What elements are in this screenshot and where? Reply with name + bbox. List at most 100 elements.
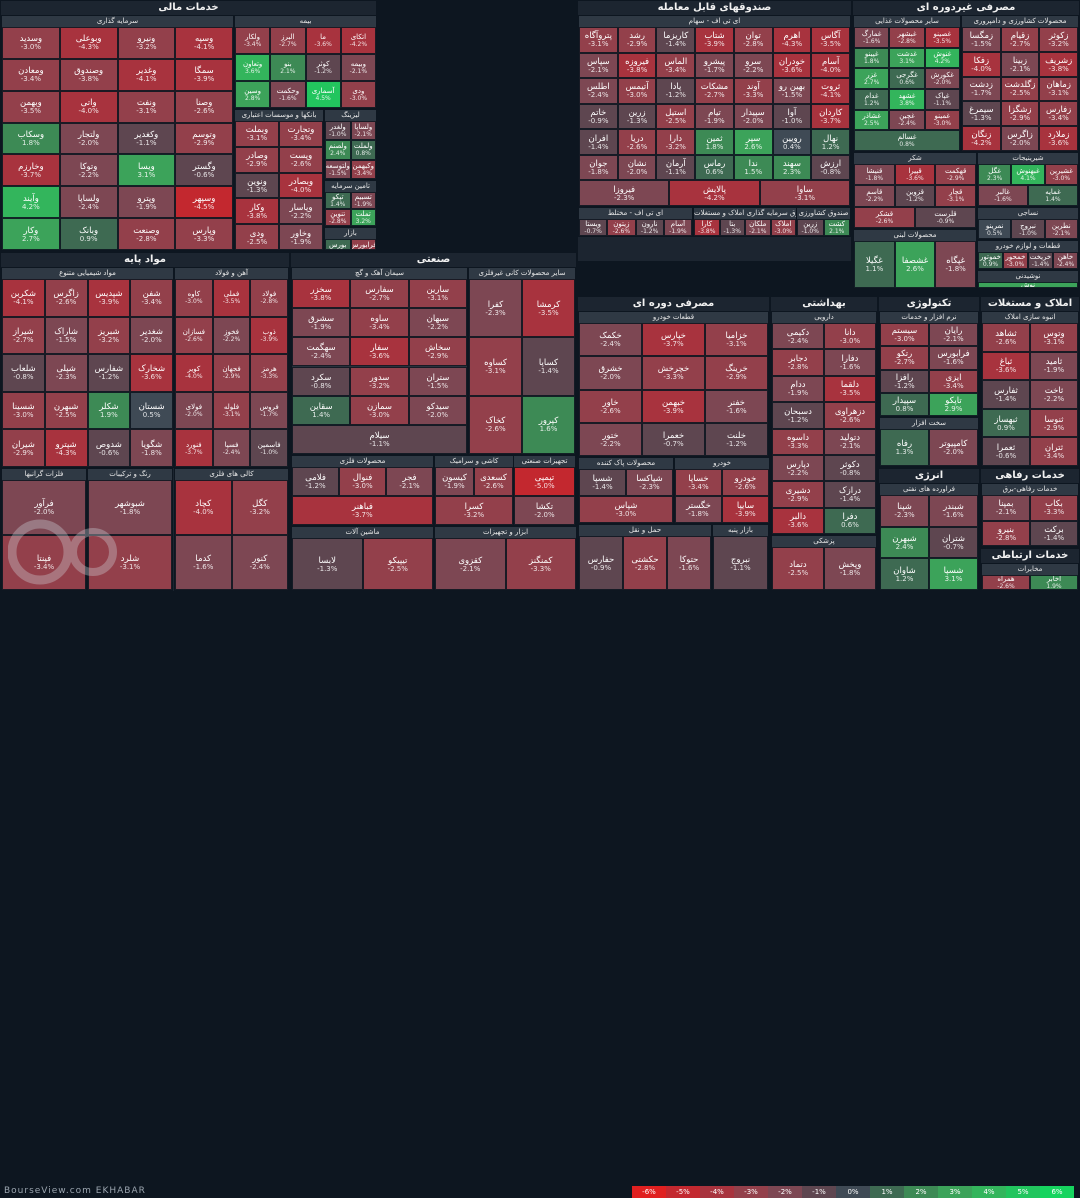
sector-cyclical[interactable]: مصرفی دوره ای قطعات خودرو خزامیا -3.1% خپارس… <box>577 296 770 592</box>
stock-tile[interactable]: تکشا -2.0% <box>514 496 575 525</box>
stock-tile[interactable]: رفاه 1.3% <box>880 429 929 466</box>
sector-realestate[interactable]: املاک و مستغلات انبوه سازی املاک وتوس -3.1%… <box>980 296 1080 468</box>
stock-tile[interactable]: وسپه -4.1% <box>175 27 233 59</box>
stock-tile[interactable]: رشد -2.9% <box>617 27 657 53</box>
industry-group[interactable]: صندوق سرمایه گذاری املاک و مستغلاتاملاک-… <box>693 207 797 237</box>
stock-tile[interactable]: خودرو -2.6% <box>722 469 769 496</box>
industry-group[interactable]: شیرینیجات غشیرین -3.0% غبهنوش 4.1% غگل 2.3% غما… <box>977 152 1079 207</box>
stock-tile[interactable]: وخارزم -3.7% <box>2 154 60 187</box>
stock-tile[interactable]: کچاد -4.0% <box>175 480 232 535</box>
stock-tile[interactable]: قزوین -1.2% <box>894 185 936 207</box>
industry-group[interactable]: کالی های فلزی کگل -3.2% کچاد -4.0% کنور -2.4% ک… <box>174 468 289 591</box>
stock-tile[interactable]: آرمان -1.1% <box>656 154 696 181</box>
stock-tile[interactable]: خبهمن -3.9% <box>642 389 705 423</box>
stock-tile[interactable]: کقزوی -2.1% <box>435 538 506 590</box>
stock-tile[interactable]: وتوسم -2.9% <box>175 122 233 155</box>
industry-group[interactable]: بازار فرابورس بورس <box>324 227 376 251</box>
sector-tech[interactable]: تکنولوژی نرم افزار و خدمات رایان -2.1% سیستم… <box>878 296 980 468</box>
stock-tile[interactable]: کفرا -2.3% <box>469 279 522 338</box>
stock-tile[interactable]: ویسا 3.1% <box>117 154 176 187</box>
industry-group[interactable]: حمل و نقل حتوکا -1.6% حکشتی -2.8% حفارس -0.9% <box>578 524 712 591</box>
stock-tile[interactable]: تیام -1.9% <box>695 103 734 130</box>
stock-tile[interactable]: ختور -2.2% <box>579 422 642 456</box>
stock-tile[interactable]: وتوکا -2.2% <box>59 154 118 187</box>
stock-tile[interactable]: خزامیا -3.1% <box>705 323 768 357</box>
stock-tile[interactable]: آسماری 4.5% <box>305 81 341 108</box>
stock-tile[interactable]: کویر -4.0% <box>175 354 213 392</box>
stock-tile[interactable]: شتاب -3.9% <box>695 27 734 53</box>
industry-group[interactable]: بانکها و موسسات اعتباری وتجارت -3.4% وبملت -… <box>234 109 324 251</box>
industry-group[interactable]: مواد شیمیایی متنوع شفن -3.4% شپدیس -3.9% زاگر… <box>1 267 174 468</box>
stock-tile[interactable]: استیل -2.5% <box>656 103 696 130</box>
stock-tile[interactable]: ومعادن -3.4% <box>2 58 60 91</box>
stock-tile[interactable]: کاوه -3.0% <box>175 279 213 317</box>
stock-tile[interactable]: کامپیوتر -2.0% <box>929 429 978 466</box>
stock-tile[interactable]: وبملت -3.1% <box>235 121 279 147</box>
stock-tile[interactable]: دکیمی -2.4% <box>772 323 824 350</box>
stock-tile[interactable]: آسام -1.9% <box>663 219 692 236</box>
stock-tile[interactable]: شپدیس -3.9% <box>87 279 131 317</box>
stock-tile[interactable]: دانا -3.0% <box>824 323 876 350</box>
stock-tile[interactable]: خپارس -3.7% <box>642 323 705 357</box>
stock-tile[interactable]: فسازان -2.6% <box>175 316 213 355</box>
stock-tile[interactable]: ولتجار -2.0% <box>59 122 118 155</box>
stock-tile[interactable]: فیروزه -3.8% <box>617 52 657 79</box>
industry-group[interactable]: محصولات لبنی غپگاه -1.8% غشصفا 2.6% غگیلا 1.1% <box>853 229 977 289</box>
stock-tile[interactable]: غالبر -1.6% <box>978 185 1028 206</box>
stock-tile[interactable]: شیراز -2.7% <box>2 316 45 355</box>
stock-tile[interactable]: زرین -1.0% <box>797 219 824 236</box>
stock-tile[interactable]: سپیدار -2.0% <box>733 103 773 130</box>
stock-tile[interactable]: وتوس -3.1% <box>1030 323 1078 352</box>
stock-tile[interactable]: وخاور -1.9% <box>279 224 323 250</box>
sector-telecom[interactable]: خدمات ارتباطی مخابرات اخابر 1.9% همراه -2.6% <box>980 548 1080 592</box>
industry-group[interactable]: ای تی اف - سهام آگاس -3.5% اهرم -4.3% توان -2.… <box>578 15 851 207</box>
stock-tile[interactable]: ودی -2.5% <box>235 224 279 250</box>
stock-tile[interactable]: سهند 2.3% <box>772 154 812 181</box>
stock-tile[interactable]: شگویا -1.8% <box>130 429 173 467</box>
stock-tile[interactable]: درازک -1.4% <box>824 481 876 508</box>
stock-tile[interactable]: فسپا -2.4% <box>212 429 251 467</box>
stock-tile[interactable]: خفنر -1.6% <box>705 389 768 423</box>
sector-health[interactable]: بهداشتی دارویی دانا -3.0% دکیمی -2.4% دفارا -1.… <box>770 296 878 592</box>
sector-industrial[interactable]: صنعتی سیمان آهک و گچ سارین -3.1% سفارس -2.7% س… <box>290 252 577 592</box>
stock-tile[interactable]: زنگان -4.2% <box>962 126 1001 151</box>
stock-tile[interactable]: وغدیر -4.1% <box>117 58 176 91</box>
stock-tile[interactable]: سپیدار 0.8% <box>880 392 929 416</box>
industry-group[interactable]: ابزار و تجهیزات کمنگنز -3.3% کقزوی -2.1% <box>434 526 576 591</box>
stock-tile[interactable]: وصادر -2.9% <box>235 146 279 173</box>
stock-tile[interactable]: سهگمت -2.4% <box>292 337 351 367</box>
stock-tile[interactable]: ولکار -3.4% <box>235 27 271 54</box>
stock-tile[interactable]: تپمپی -5.0% <box>514 467 575 496</box>
industry-group[interactable]: قطعات خودرو خزامیا -3.1% خپارس -3.7% خکمک -2.4… <box>578 311 769 457</box>
stock-tile[interactable]: فولای -2.0% <box>175 391 213 430</box>
stock-tile[interactable]: ثشاهد -2.6% <box>982 323 1030 352</box>
industry-group[interactable]: تجهیزات صنعتی تپمپی -5.0% تکشا -2.0% <box>513 455 576 526</box>
stock-tile[interactable]: کگل -3.2% <box>231 480 288 535</box>
stock-tile[interactable]: ولساپا -2.1% <box>350 121 376 141</box>
stock-tile[interactable]: آتیمس -3.0% <box>617 78 657 104</box>
stock-tile[interactable]: ثفارس -1.4% <box>982 380 1030 409</box>
stock-tile[interactable]: حتوکا -1.6% <box>667 536 711 590</box>
stock-tile[interactable]: خرینگ -2.9% <box>705 356 768 390</box>
stock-tile[interactable]: غنوش 4.2% <box>924 47 960 69</box>
industry-group[interactable]: قطعات و لوازم خودرو خاهن -2.4% خریخت -1.4% خم… <box>977 240 1079 270</box>
industry-group[interactable]: مخابرات اخابر 1.9% همراه -2.6% <box>981 563 1079 591</box>
stock-tile[interactable]: غمینو -3.0% <box>924 109 960 131</box>
stock-tile[interactable]: وسین 2.8% <box>235 81 271 108</box>
stock-tile[interactable]: وکغدیر -1.1% <box>117 122 176 155</box>
industry-group[interactable]: کاشی و سرامیک کسعدی -2.6% کیسون -1.9% کسرا -3.… <box>434 455 514 526</box>
stock-tile[interactable]: نمرینو 0.5% <box>978 219 1012 239</box>
stock-tile[interactable]: فنوال -3.0% <box>339 467 386 496</box>
stock-tile[interactable]: ثتران -3.4% <box>1030 437 1078 466</box>
stock-tile[interactable]: شبهرن -2.5% <box>44 391 88 430</box>
stock-tile[interactable]: نطرین -2.1% <box>1044 219 1078 239</box>
stock-tile[interactable]: ولساپا -2.4% <box>59 186 118 219</box>
stock-tile[interactable]: شستان 0.5% <box>130 391 173 430</box>
stock-tile[interactable]: جوان -1.8% <box>579 154 618 181</box>
stock-tile[interactable]: زدشت -1.7% <box>962 76 1001 102</box>
sector-basic[interactable]: مواد پایه مواد شیمیایی متنوع شفن -3.4% شپدیس… <box>0 252 290 592</box>
stock-tile[interactable]: سبهان -2.2% <box>408 308 467 338</box>
stock-tile[interactable]: زشگزا -2.9% <box>1000 101 1040 127</box>
stock-tile[interactable]: غشصفا 2.6% <box>894 241 936 288</box>
industry-group[interactable]: آهن و فولاد فولاد -2.8% فملی -3.5% کاوه -3.0% ذ… <box>174 267 289 468</box>
